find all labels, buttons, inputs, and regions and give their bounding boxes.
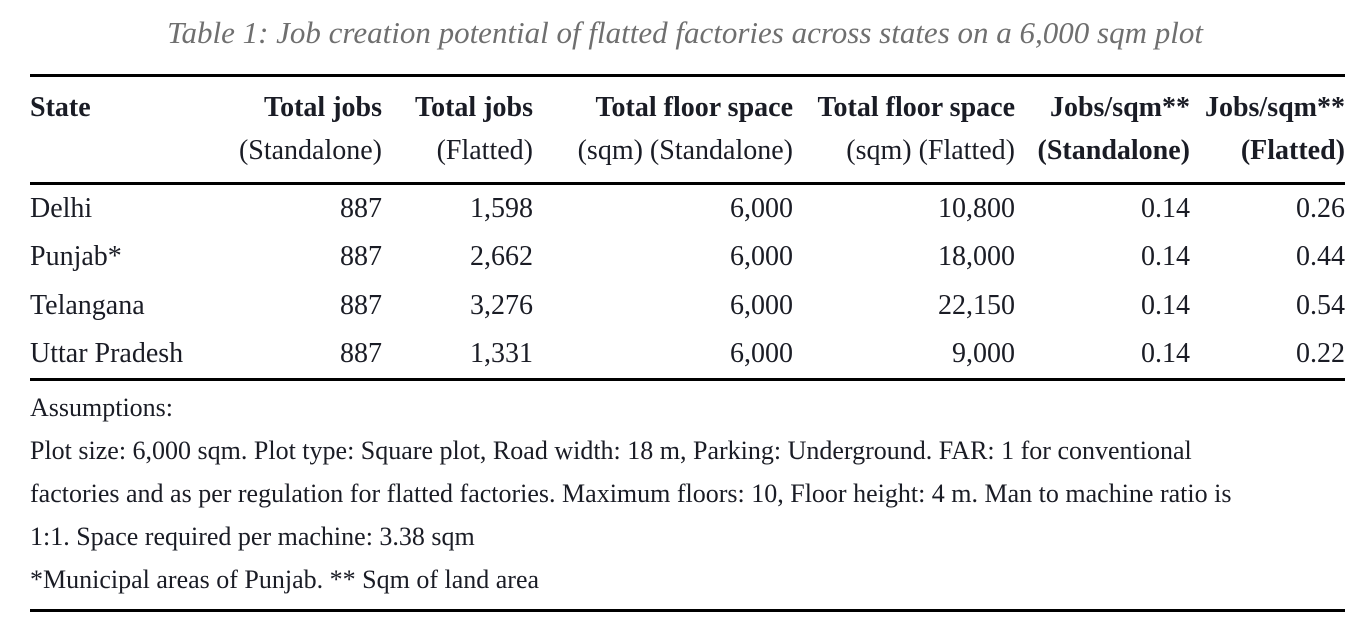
table-row-uttar-pradesh: Uttar Pradesh 887 1,331 6,000 9,000 0.14… <box>30 331 1345 380</box>
table-caption: Table 1: Job creation potential of flatt… <box>167 15 1203 50</box>
value-cell: 0.14 <box>1141 241 1190 272</box>
header-line2 <box>30 130 210 172</box>
value-cell: 18,000 <box>938 241 1015 272</box>
state-cell: Uttar Pradesh <box>30 338 184 370</box>
header-line1: Total jobs <box>263 92 382 123</box>
header-line1: State <box>30 92 91 123</box>
header-line2: (Standalone) <box>238 135 382 166</box>
value-cell: 22,150 <box>938 290 1015 321</box>
header-line2: (sqm) (Flatted) <box>846 135 1015 166</box>
header-line1: Total floor space <box>595 92 793 123</box>
header-line1: Jobs/sqm** <box>1049 92 1190 123</box>
header-cell-jobs-per-sqm-standalone: Jobs/sqm** (Standalone) <box>1015 76 1190 184</box>
value-cell: 9,000 <box>952 338 1015 370</box>
value-cell: 2,662 <box>470 241 533 272</box>
value-cell: 0.44 <box>1296 241 1345 272</box>
value-cell: 0.14 <box>1141 338 1190 370</box>
table-row-telangana: Telangana 887 3,276 6,000 22,150 0.14 0.… <box>30 282 1345 331</box>
header-cell-floor-space-flatted: Total floor space (sqm) (Flatted) <box>793 76 1015 184</box>
table-body: Delhi 887 1,598 6,000 10,800 0.14 0.26 P… <box>30 184 1345 380</box>
header-cell-jobs-per-sqm-flatted: Jobs/sqm** (Flatted) <box>1190 76 1345 184</box>
table-row-punjab: Punjab* 887 2,662 6,000 18,000 0.14 0.44 <box>30 233 1345 282</box>
document-page: Table 1: Job creation potential of flatt… <box>0 13 1370 632</box>
value-cell: 0.14 <box>1141 290 1190 321</box>
value-cell: 0.22 <box>1296 338 1345 370</box>
header-line2: (sqm) (Standalone) <box>577 135 793 166</box>
value-cell: 3,276 <box>470 290 533 321</box>
footnote-asterisk-note: *Municipal areas of Punjab. ** Sqm of la… <box>30 565 540 594</box>
value-cell: 6,000 <box>730 192 793 224</box>
value-cell: 6,000 <box>730 338 793 370</box>
job-creation-table: State Total jobs (Standalone) Total jobs… <box>30 74 1345 381</box>
header-line2: (Flatted) <box>436 135 533 166</box>
value-cell: 6,000 <box>730 290 793 321</box>
state-cell: Punjab* <box>30 241 122 272</box>
state-cell: Delhi <box>30 192 93 224</box>
value-cell: 0.54 <box>1296 290 1345 321</box>
header-line1: Jobs/sqm** <box>1204 92 1345 123</box>
footnote-line: factories and as per regulation for flat… <box>30 479 1232 508</box>
header-line1: Total floor space <box>817 92 1015 123</box>
header-cell-floor-space-standalone: Total floor space (sqm) (Standalone) <box>533 76 793 184</box>
footnote-line: Plot size: 6,000 sqm. Plot type: Square … <box>30 436 1192 465</box>
footnote-line: 1:1. Space required per machine: 3.38 sq… <box>30 522 475 551</box>
value-cell: 887 <box>340 192 382 224</box>
header-cell-state: State <box>30 76 210 184</box>
table-footnotes: Assumptions: Plot size: 6,000 sqm. Plot … <box>30 381 1345 612</box>
value-cell: 887 <box>340 290 382 321</box>
value-cell: 0.14 <box>1141 192 1190 224</box>
value-cell: 1,331 <box>470 338 533 370</box>
table-container: State Total jobs (Standalone) Total jobs… <box>30 74 1345 381</box>
footnote-assumptions-label: Assumptions: <box>30 393 174 422</box>
value-cell: 887 <box>340 241 382 272</box>
value-cell: 1,598 <box>470 192 533 224</box>
header-line2: (Flatted) <box>1240 135 1345 166</box>
value-cell: 0.26 <box>1296 192 1345 224</box>
header-line1: Total jobs <box>414 92 533 123</box>
value-cell: 10,800 <box>938 192 1015 224</box>
header-row: State Total jobs (Standalone) Total jobs… <box>30 76 1345 184</box>
value-cell: 887 <box>340 338 382 370</box>
state-cell: Telangana <box>30 290 145 321</box>
table-header: State Total jobs (Standalone) Total jobs… <box>30 76 1345 184</box>
table-row-delhi: Delhi 887 1,598 6,000 10,800 0.14 0.26 <box>30 184 1345 233</box>
header-cell-total-jobs-standalone: Total jobs (Standalone) <box>210 76 382 184</box>
header-cell-total-jobs-flatted: Total jobs (Flatted) <box>382 76 533 184</box>
header-line2: (Standalone) <box>1037 135 1190 166</box>
value-cell: 6,000 <box>730 241 793 272</box>
